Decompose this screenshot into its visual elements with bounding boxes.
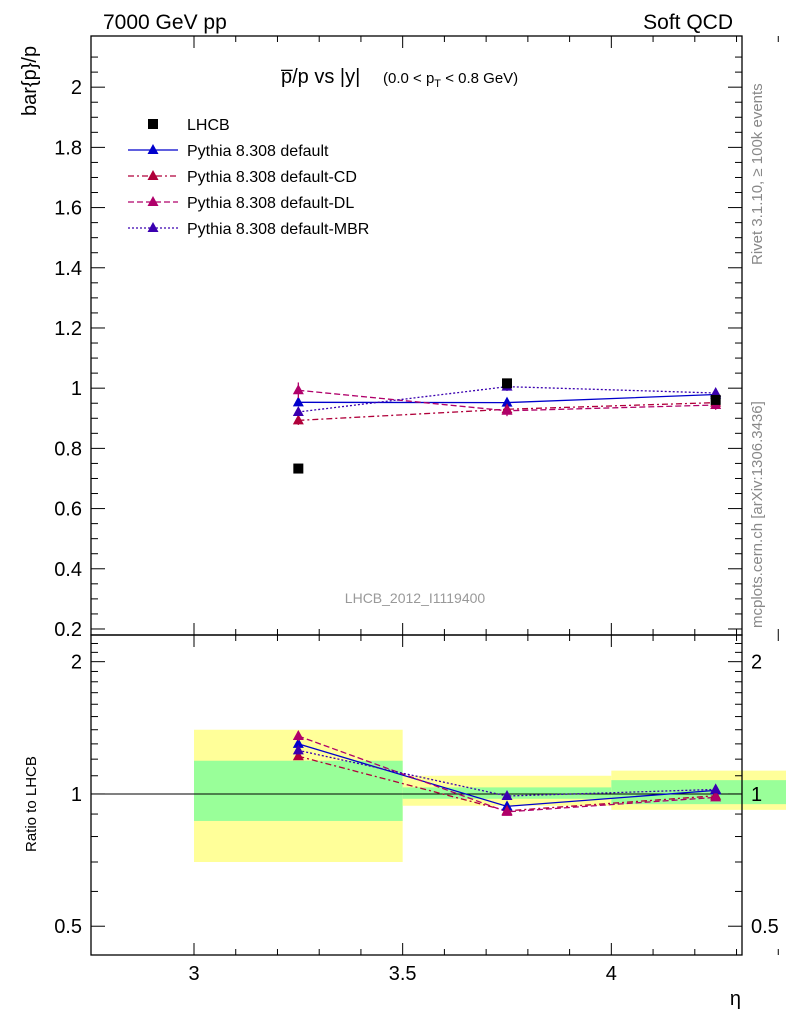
ratio-y-tick-label-right-2: 2 xyxy=(751,652,762,674)
ratio-y-tick-label-0: 0.5 xyxy=(54,916,82,938)
data-point-0 xyxy=(293,463,304,474)
ratio-point-2-0 xyxy=(292,730,304,741)
ratio-band-inner-1 xyxy=(194,760,403,821)
data-point-2 xyxy=(710,394,721,405)
chart-title-cut: (0.0 < pT < 0.8 GeV) xyxy=(383,70,518,90)
y-tick-label-8: 1.8 xyxy=(54,137,82,159)
rivet-label: Rivet 3.1.10, ≥ 100k events xyxy=(749,83,766,265)
legend-label-0: Pythia 8.308 default xyxy=(187,143,329,160)
chart-title: p̅/p vs |y| (0.0 < pT < 0.8 GeV) xyxy=(281,66,518,90)
series-point-2-0 xyxy=(292,384,304,395)
legend-marker-1 xyxy=(147,170,159,180)
legend-marker-2 xyxy=(147,196,159,206)
ratio-y-axis-label: Ratio to LHCB xyxy=(23,756,40,852)
y-tick-label-1: 0.4 xyxy=(54,559,82,581)
legend-label-data: LHCB xyxy=(187,117,230,134)
ratio-point-3-2 xyxy=(710,783,722,794)
y-tick-label-7: 1.6 xyxy=(54,198,82,220)
ratio-point-2-1 xyxy=(501,805,513,816)
ratio-frame xyxy=(90,634,743,956)
series-point-2-1 xyxy=(501,404,513,415)
y-tick-label-2: 0.6 xyxy=(54,499,82,521)
ratio-point-2-2 xyxy=(710,791,722,802)
series-line-3 xyxy=(298,386,716,413)
chart-title-main: p̅/p vs |y| xyxy=(281,66,360,88)
series-point-1-0 xyxy=(292,414,304,425)
series-point-0-1 xyxy=(501,396,513,407)
x-tick-label-0: 3 xyxy=(188,963,199,985)
y-tick-label-5: 1.2 xyxy=(54,318,82,340)
header-left: 7000 GeV pp xyxy=(103,11,227,34)
y-tick-label-4: 1 xyxy=(71,378,82,400)
analysis-watermark: LHCB_2012_I1119400 xyxy=(345,590,486,606)
ratio-line-2 xyxy=(298,735,716,813)
ratio-y-tick-label-2: 2 xyxy=(71,652,82,674)
legend-label-3: Pythia 8.308 default-MBR xyxy=(187,221,369,238)
ratio-point-1-0 xyxy=(292,750,304,761)
ratio-bands xyxy=(91,729,786,863)
ratio-point-3-1 xyxy=(501,790,513,801)
legend-marker-data xyxy=(148,119,158,129)
legend-marker-0 xyxy=(147,144,159,154)
x-tick-label-1: 3.5 xyxy=(389,963,417,985)
ratio-y-tick-label-right-0: 0.5 xyxy=(751,916,779,938)
x-axis-label: η xyxy=(730,988,741,1010)
y-tick-label-0: 0.2 xyxy=(54,619,82,641)
series-point-3-0 xyxy=(292,405,304,416)
legend-label-2: Pythia 8.308 default-DL xyxy=(187,195,354,212)
ratio-y-tick-label-right-1: 1 xyxy=(751,784,762,806)
series-markers xyxy=(292,378,722,816)
legend-label-1: Pythia 8.308 default-CD xyxy=(187,169,357,186)
y-axis-label: bar{p}/p xyxy=(19,46,41,116)
y-tick-label-9: 2 xyxy=(71,77,82,99)
data-point-1 xyxy=(502,378,512,389)
axis-ticks: 33.544.50.20.40.60.811.21.41.61.820.50.5… xyxy=(54,36,779,985)
ratio-y-tick-label-1: 1 xyxy=(71,784,82,806)
x-tick-label-2: 4 xyxy=(606,963,617,985)
ratio-point-3-0 xyxy=(292,744,304,755)
y-tick-label-3: 0.8 xyxy=(54,438,82,460)
legend: LHCB Pythia 8.308 default Pythia 8.308 def… xyxy=(128,117,369,238)
legend-marker-3 xyxy=(147,222,159,232)
series-point-3-2 xyxy=(710,386,722,397)
source-label: mcplots.cern.ch [arXiv:1306.3436] xyxy=(749,401,766,628)
series-point-0-0 xyxy=(292,396,304,407)
header-right: Soft QCD xyxy=(643,11,733,34)
y-tick-label-6: 1.4 xyxy=(54,258,82,280)
plot-frames xyxy=(90,35,743,956)
ratio-point-0-0 xyxy=(292,737,304,748)
